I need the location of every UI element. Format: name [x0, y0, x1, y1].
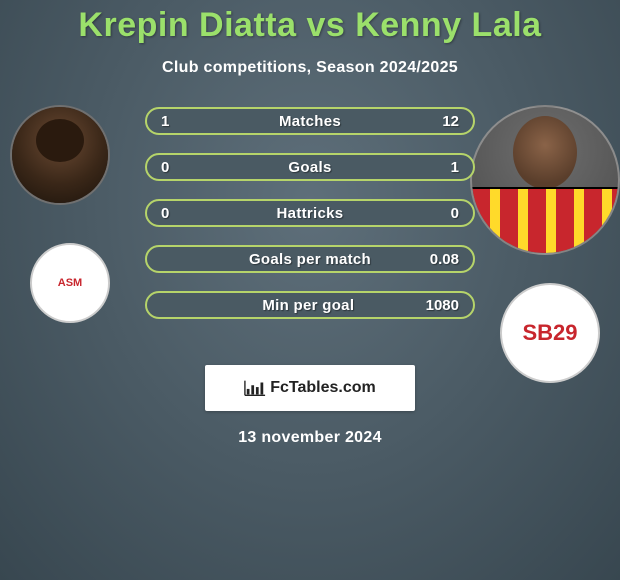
avatar-placeholder-icon	[12, 107, 108, 203]
stat-label: Hattricks	[191, 205, 429, 222]
stat-row: 1Matches12	[145, 107, 475, 135]
stat-row: Goals per match0.08	[145, 245, 475, 273]
club-badge-label: SB29	[502, 285, 598, 381]
comparison-title: Krepin Diatta vs Kenny Lala	[78, 6, 541, 45]
comparison-subtitle: Club competitions, Season 2024/2025	[162, 59, 458, 77]
stat-row: 0Hattricks0	[145, 199, 475, 227]
chart-icon	[244, 379, 266, 397]
stat-label: Min per goal	[191, 297, 426, 314]
stat-row: Min per goal1080	[145, 291, 475, 319]
stat-value-right: 0.08	[429, 251, 459, 268]
stat-value-left: 0	[161, 205, 191, 222]
attribution-text: FcTables.com	[270, 379, 376, 397]
jersey-icon	[472, 187, 618, 253]
player-left-photo	[10, 105, 110, 205]
stat-value-left: 1	[161, 113, 191, 130]
player-left-club-badge: ASM	[30, 243, 110, 323]
player-right-club-badge: SB29	[500, 283, 600, 383]
stat-value-left: 0	[161, 159, 191, 176]
stat-value-right: 0	[429, 205, 459, 222]
stats-area: ASM SB29 1Matches120Goals10Hattricks0Goa…	[0, 107, 620, 319]
attribution-badge: FcTables.com	[205, 365, 415, 411]
stat-value-right: 12	[429, 113, 459, 130]
stat-row: 0Goals1	[145, 153, 475, 181]
infographic-date: 13 november 2024	[238, 429, 382, 447]
avatar-placeholder-icon	[513, 116, 577, 189]
player-right-photo	[470, 105, 620, 255]
stat-rows: 1Matches120Goals10Hattricks0Goals per ma…	[145, 107, 475, 319]
stat-label: Matches	[191, 113, 429, 130]
infographic-container: Krepin Diatta vs Kenny Lala Club competi…	[0, 0, 620, 580]
stat-value-right: 1080	[426, 297, 459, 314]
club-badge-label: ASM	[32, 245, 108, 321]
stat-label: Goals per match	[191, 251, 429, 268]
stat-label: Goals	[191, 159, 429, 176]
stat-value-right: 1	[429, 159, 459, 176]
